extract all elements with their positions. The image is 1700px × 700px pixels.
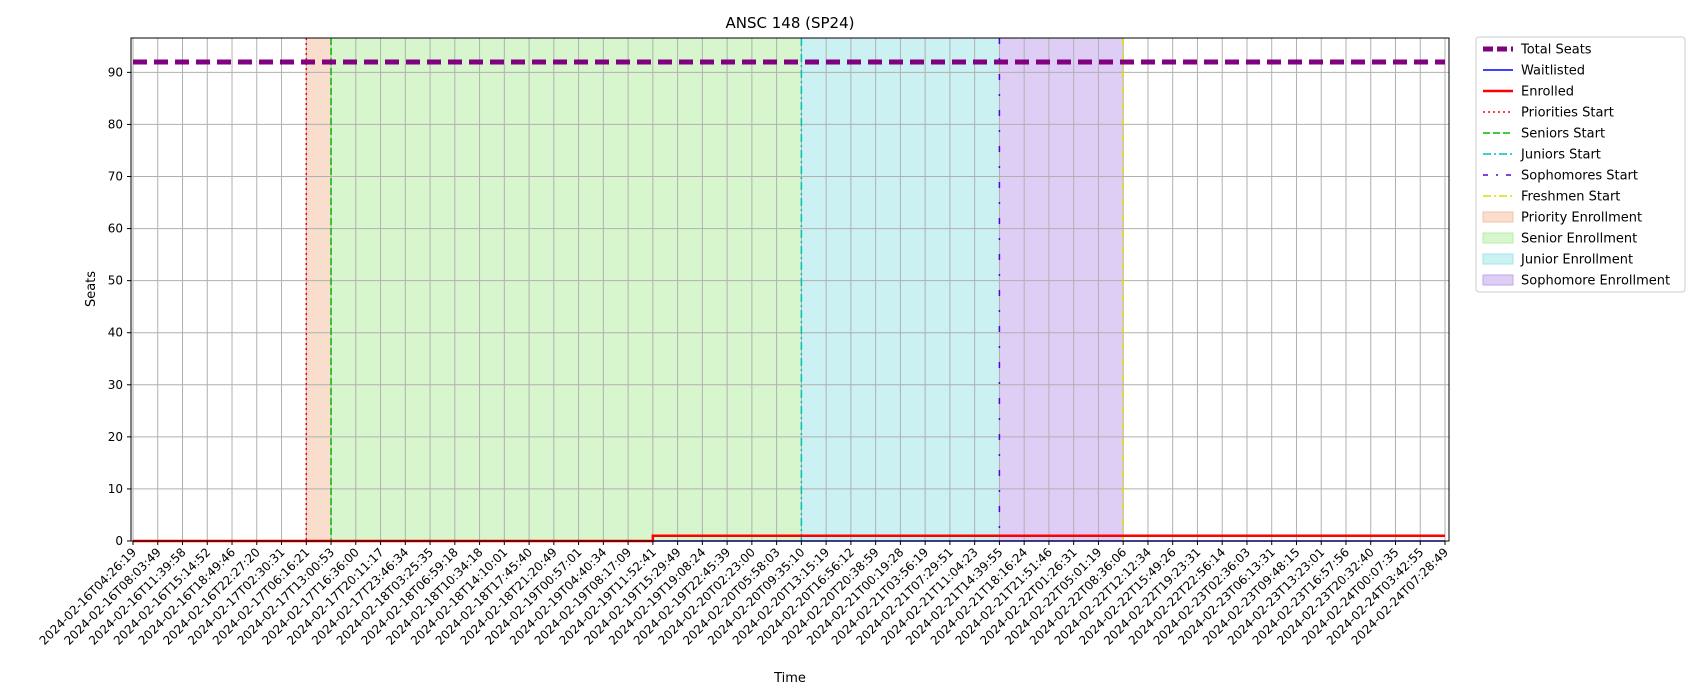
legend-label: Seniors Start	[1521, 127, 1605, 142]
legend-label: Priority Enrollment	[1521, 211, 1642, 226]
legend-label: Priorities Start	[1521, 106, 1614, 121]
legend-label: Junior Enrollment	[1520, 253, 1633, 268]
y-tick-label: 50	[108, 274, 123, 288]
y-tick-label: 60	[108, 222, 123, 236]
region-sophomore-enrollment	[999, 38, 1124, 541]
legend-label: Senior Enrollment	[1521, 232, 1637, 247]
y-axis: 0 10 20 30 40 50 60 70 80 90	[108, 65, 131, 548]
y-tick-label: 40	[108, 326, 123, 340]
legend-label: Total Seats	[1520, 43, 1592, 58]
y-tick-label: 0	[115, 534, 123, 548]
legend-label: Enrolled	[1521, 85, 1574, 100]
legend-label: Freshmen Start	[1521, 190, 1620, 205]
legend-frame	[1475, 36, 1686, 293]
x-axis-title: Time	[773, 671, 806, 686]
legend-label: Sophomores Start	[1521, 169, 1638, 184]
legend-swatch	[1482, 253, 1514, 265]
chart-title: ANSC 148 (SP24)	[725, 14, 854, 32]
region-priority-enrollment	[306, 38, 332, 541]
legend-swatch	[1482, 274, 1514, 286]
phase-markers	[305, 38, 1124, 541]
y-tick-label: 90	[108, 65, 123, 79]
legend-label: Sophomore Enrollment	[1521, 274, 1670, 289]
enrollment-regions	[306, 38, 1124, 541]
y-tick-label: 10	[108, 482, 123, 496]
legend-swatch	[1482, 211, 1514, 223]
region-senior-enrollment	[331, 38, 802, 541]
y-tick-label: 30	[108, 378, 123, 392]
legend-swatch	[1482, 232, 1514, 244]
y-tick-label: 80	[108, 117, 123, 131]
legend: Total Seats Waitlisted Enrolled Priorities …	[1475, 36, 1686, 293]
y-axis-title: Seats	[84, 271, 99, 307]
legend-label: Juniors Start	[1520, 148, 1601, 163]
plot-frame	[130, 37, 1450, 542]
legend-label: Waitlisted	[1521, 64, 1585, 79]
y-tick-label: 70	[108, 170, 123, 184]
y-tick-label: 20	[108, 430, 123, 444]
x-axis: 2024-02-16T04:26:192024-02-16T08:03:4920…	[37, 541, 1451, 648]
